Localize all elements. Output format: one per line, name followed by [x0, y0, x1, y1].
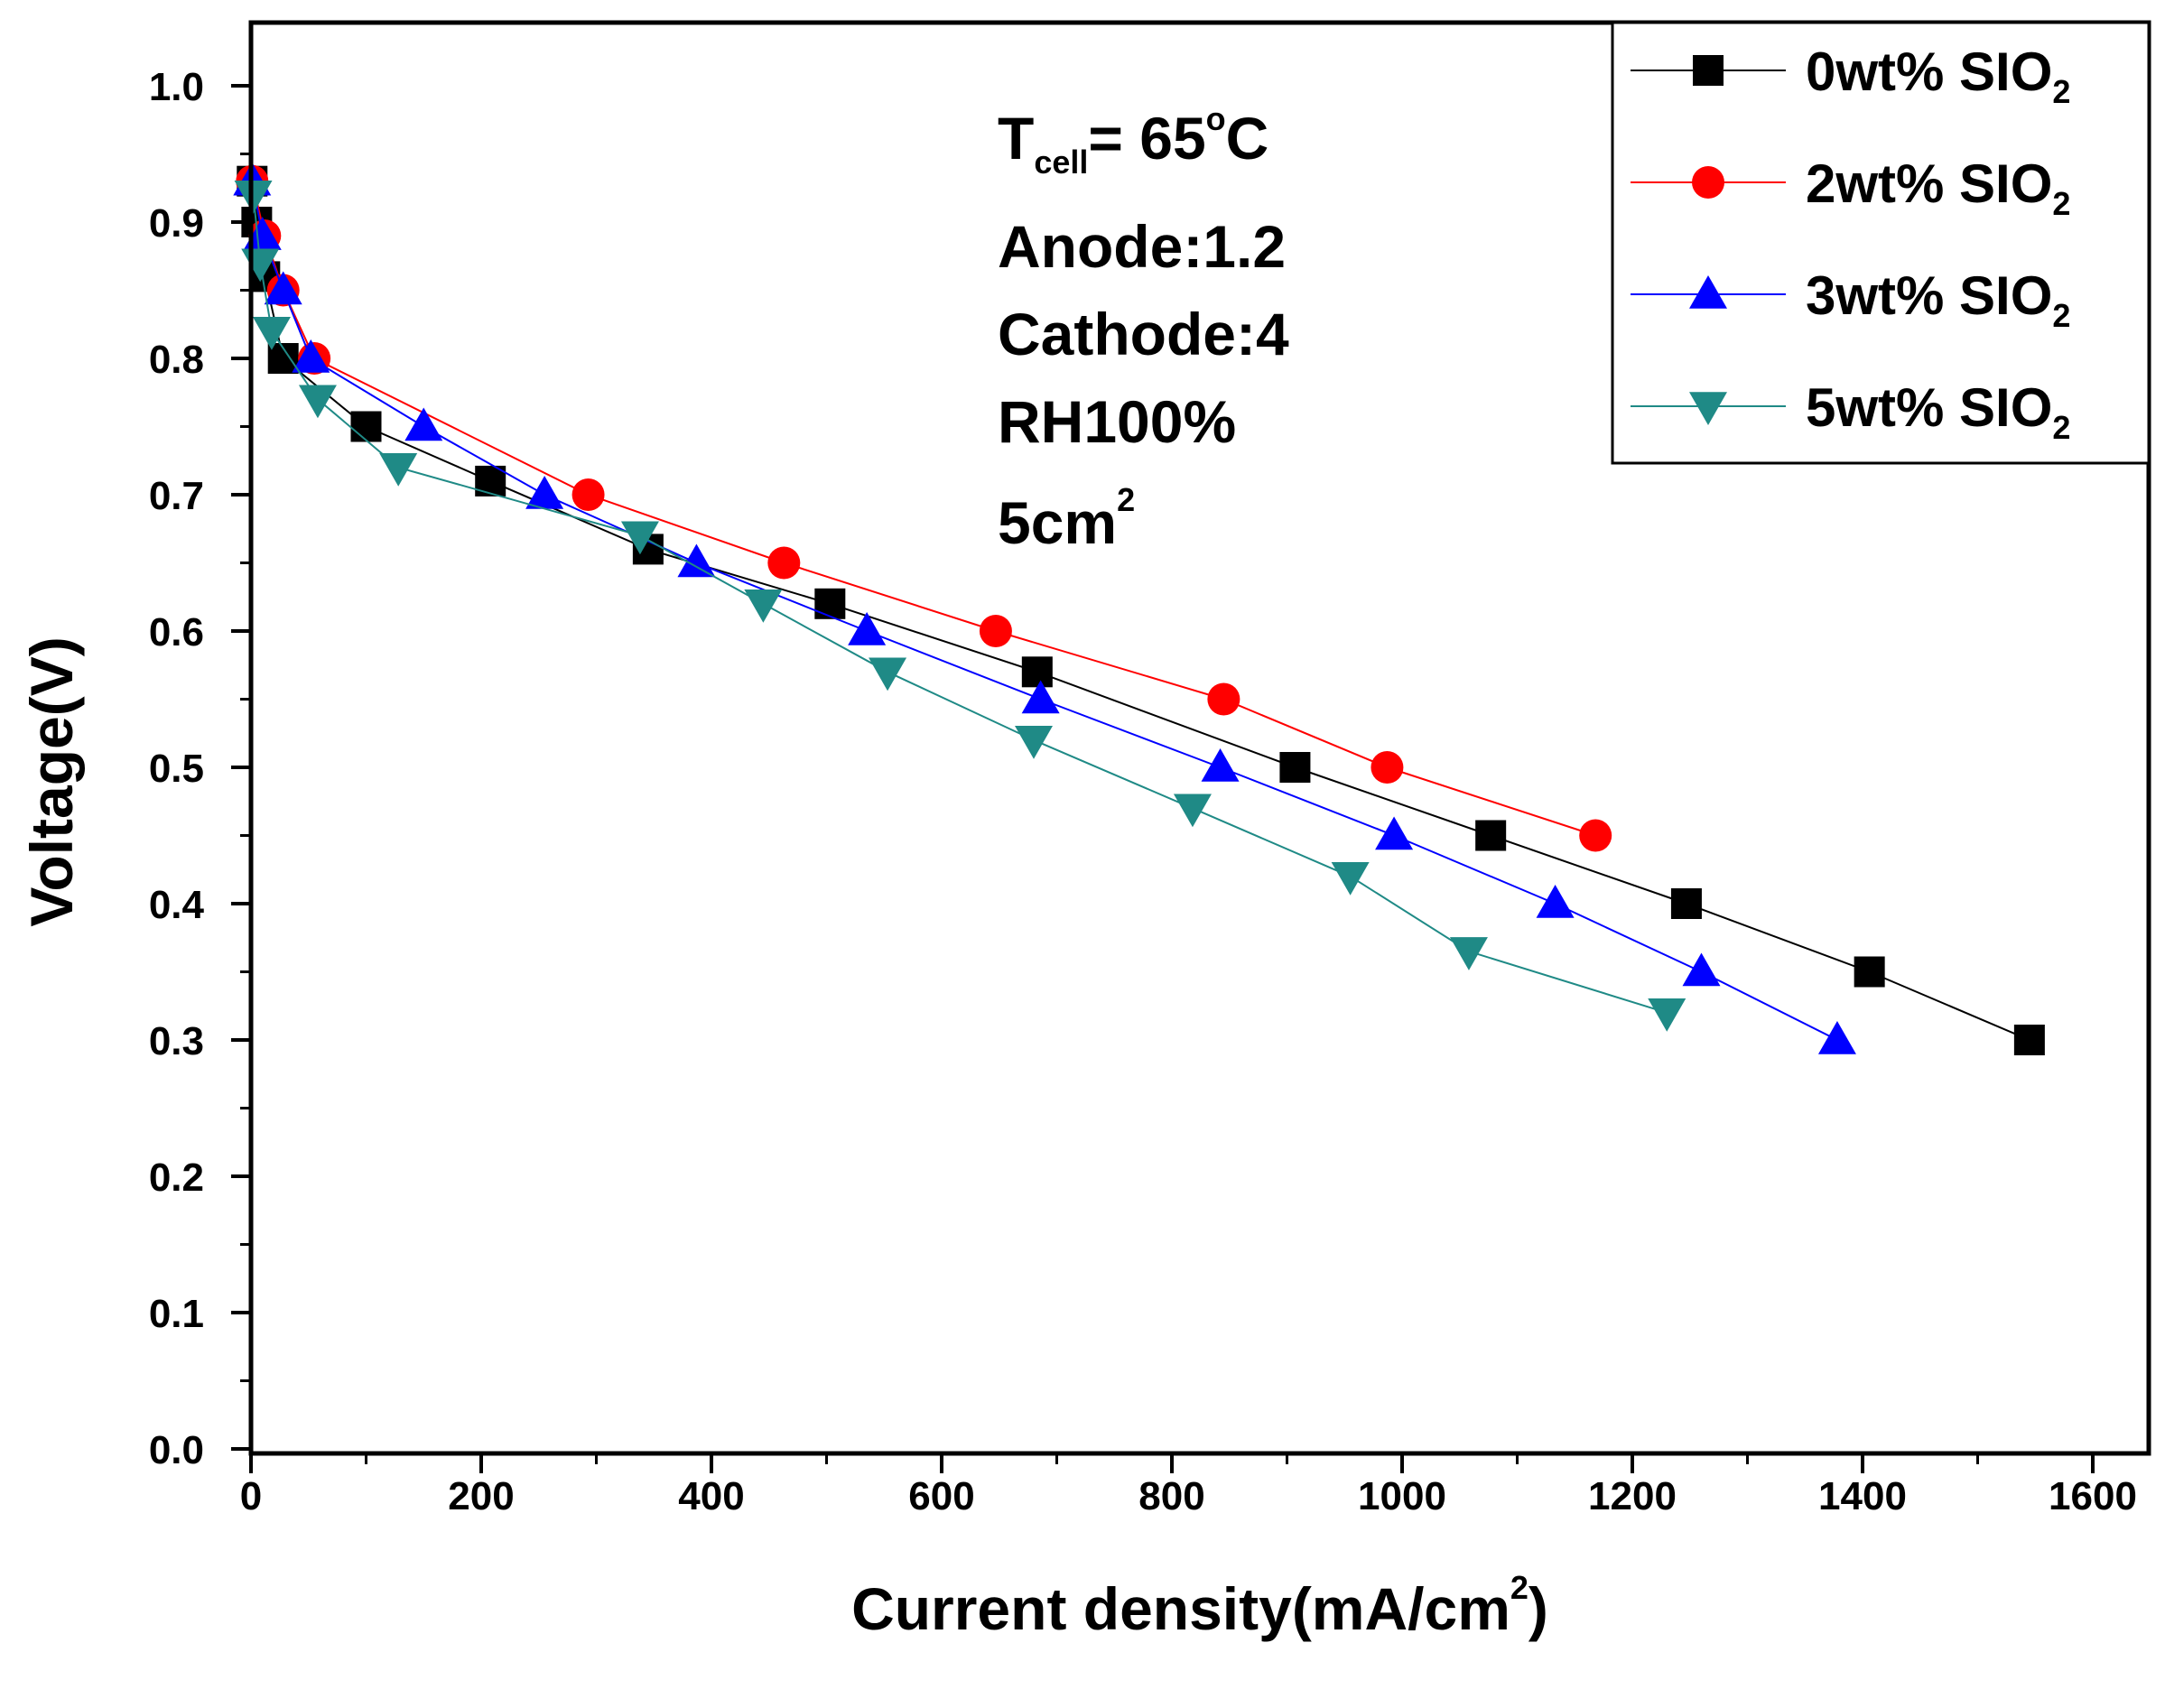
data-point — [292, 339, 330, 373]
data-point — [1579, 819, 1612, 852]
x-tick-label: 200 — [448, 1474, 514, 1518]
data-point — [1021, 656, 1053, 688]
data-point — [1670, 888, 1702, 919]
data-point — [234, 181, 273, 214]
annotation-area: 5cm2 — [998, 481, 1135, 556]
data-point — [1648, 998, 1686, 1032]
data-point — [1201, 748, 1240, 782]
annotation-tcell: Tcell= 65oC — [998, 100, 1268, 181]
data-point — [814, 588, 846, 619]
x-tick-label: 800 — [1138, 1474, 1204, 1518]
annotation-rh: RH100% — [998, 388, 1236, 455]
data-point — [620, 521, 659, 555]
legend-marker — [1693, 55, 1724, 86]
y-tick-label: 0.9 — [149, 201, 204, 246]
data-point — [1371, 751, 1404, 784]
y-tick-label: 0.4 — [149, 883, 205, 927]
data-point — [2013, 1025, 2045, 1055]
data-point — [1854, 956, 1885, 988]
data-point — [1279, 752, 1311, 783]
data-point — [979, 615, 1012, 647]
y-tick-label: 0.3 — [149, 1019, 204, 1063]
series-1 — [236, 164, 1612, 852]
data-point — [1207, 682, 1240, 716]
data-point — [767, 546, 801, 580]
x-tick-label: 1400 — [1818, 1474, 1907, 1518]
legend-entry: 2wt% SIO2 — [1631, 153, 2070, 222]
y-tick-label: 0.6 — [149, 610, 204, 654]
x-tick-labels: 0 200 400 600 800 1000 1200 1400 1600 — [240, 1474, 2137, 1518]
legend-label: 2wt% SIO2 — [1806, 153, 2070, 222]
x-tick-label: 600 — [908, 1474, 974, 1518]
data-point — [1015, 726, 1053, 759]
data-point — [1021, 680, 1060, 714]
legend-label: 0wt% SIO2 — [1806, 42, 2070, 110]
legend-label: 3wt% SIO2 — [1806, 265, 2070, 334]
y-tick-label: 1.0 — [149, 65, 204, 109]
data-point — [869, 657, 907, 692]
series-3 — [234, 181, 1686, 1032]
data-point — [1536, 885, 1575, 918]
legend-marker — [1689, 392, 1727, 425]
data-point — [252, 317, 291, 350]
conditions-annotation: Tcell= 65oC Anode:1.2 Cathode:4 RH100% 5… — [998, 100, 1289, 556]
data-point — [848, 612, 887, 645]
legend-label: 5wt% SIO2 — [1806, 377, 2070, 446]
y-tick-label: 0.5 — [149, 747, 204, 791]
series-line — [252, 194, 1668, 1014]
y-tick-label: 0.2 — [149, 1156, 204, 1200]
data-point — [1173, 794, 1212, 828]
legend-marker — [1692, 166, 1724, 199]
y-tick-labels: 0.0 0.1 0.2 0.3 0.4 0.5 0.6 0.7 0.8 0.9 1.0 — [149, 65, 205, 1472]
data-point — [1375, 816, 1414, 850]
y-tick-label: 0.1 — [149, 1292, 204, 1336]
series-line — [251, 181, 1596, 837]
data-point — [677, 543, 716, 578]
legend-entry: 5wt% SIO2 — [1631, 377, 2070, 446]
data-point — [1682, 952, 1721, 987]
x-tick-label: 400 — [678, 1474, 744, 1518]
data-point — [404, 407, 443, 441]
data-point — [525, 476, 564, 509]
data-point — [1449, 937, 1488, 970]
annotation-cathode: Cathode:4 — [998, 301, 1289, 367]
data-point — [571, 478, 605, 511]
legend-entry: 0wt% SIO2 — [1631, 42, 2070, 110]
data-point — [1817, 1021, 1856, 1054]
plot-frame — [248, 20, 2151, 1456]
x-tick-label: 1200 — [1588, 1474, 1677, 1518]
x-axis-title: Current density(mA/cm2) — [851, 1569, 1548, 1642]
y-tick-label: 0.7 — [149, 474, 204, 518]
y-tick-label: 0.0 — [149, 1428, 204, 1472]
data-point — [1475, 820, 1507, 851]
data-point — [264, 271, 302, 305]
data-point — [350, 411, 382, 442]
x-tick-label: 1600 — [2049, 1474, 2137, 1518]
data-point — [1331, 862, 1370, 896]
data-point — [298, 385, 337, 419]
legend: 0wt% SIO2 2wt% SIO2 3wt% SIO2 5wt% SIO2 — [1611, 21, 2151, 465]
x-tick-label: 1000 — [1358, 1474, 1446, 1518]
legend-box — [1611, 21, 2151, 465]
legend-entry: 3wt% SIO2 — [1631, 265, 2070, 334]
y-tick-label: 0.8 — [149, 338, 204, 382]
data-point — [744, 589, 783, 623]
series-layer — [233, 162, 2045, 1055]
legend-marker — [1689, 275, 1727, 309]
annotation-anode: Anode:1.2 — [998, 213, 1286, 280]
y-axis-title: Voltage(V) — [18, 636, 85, 926]
data-point — [379, 453, 418, 487]
x-tick-label: 0 — [240, 1474, 262, 1518]
